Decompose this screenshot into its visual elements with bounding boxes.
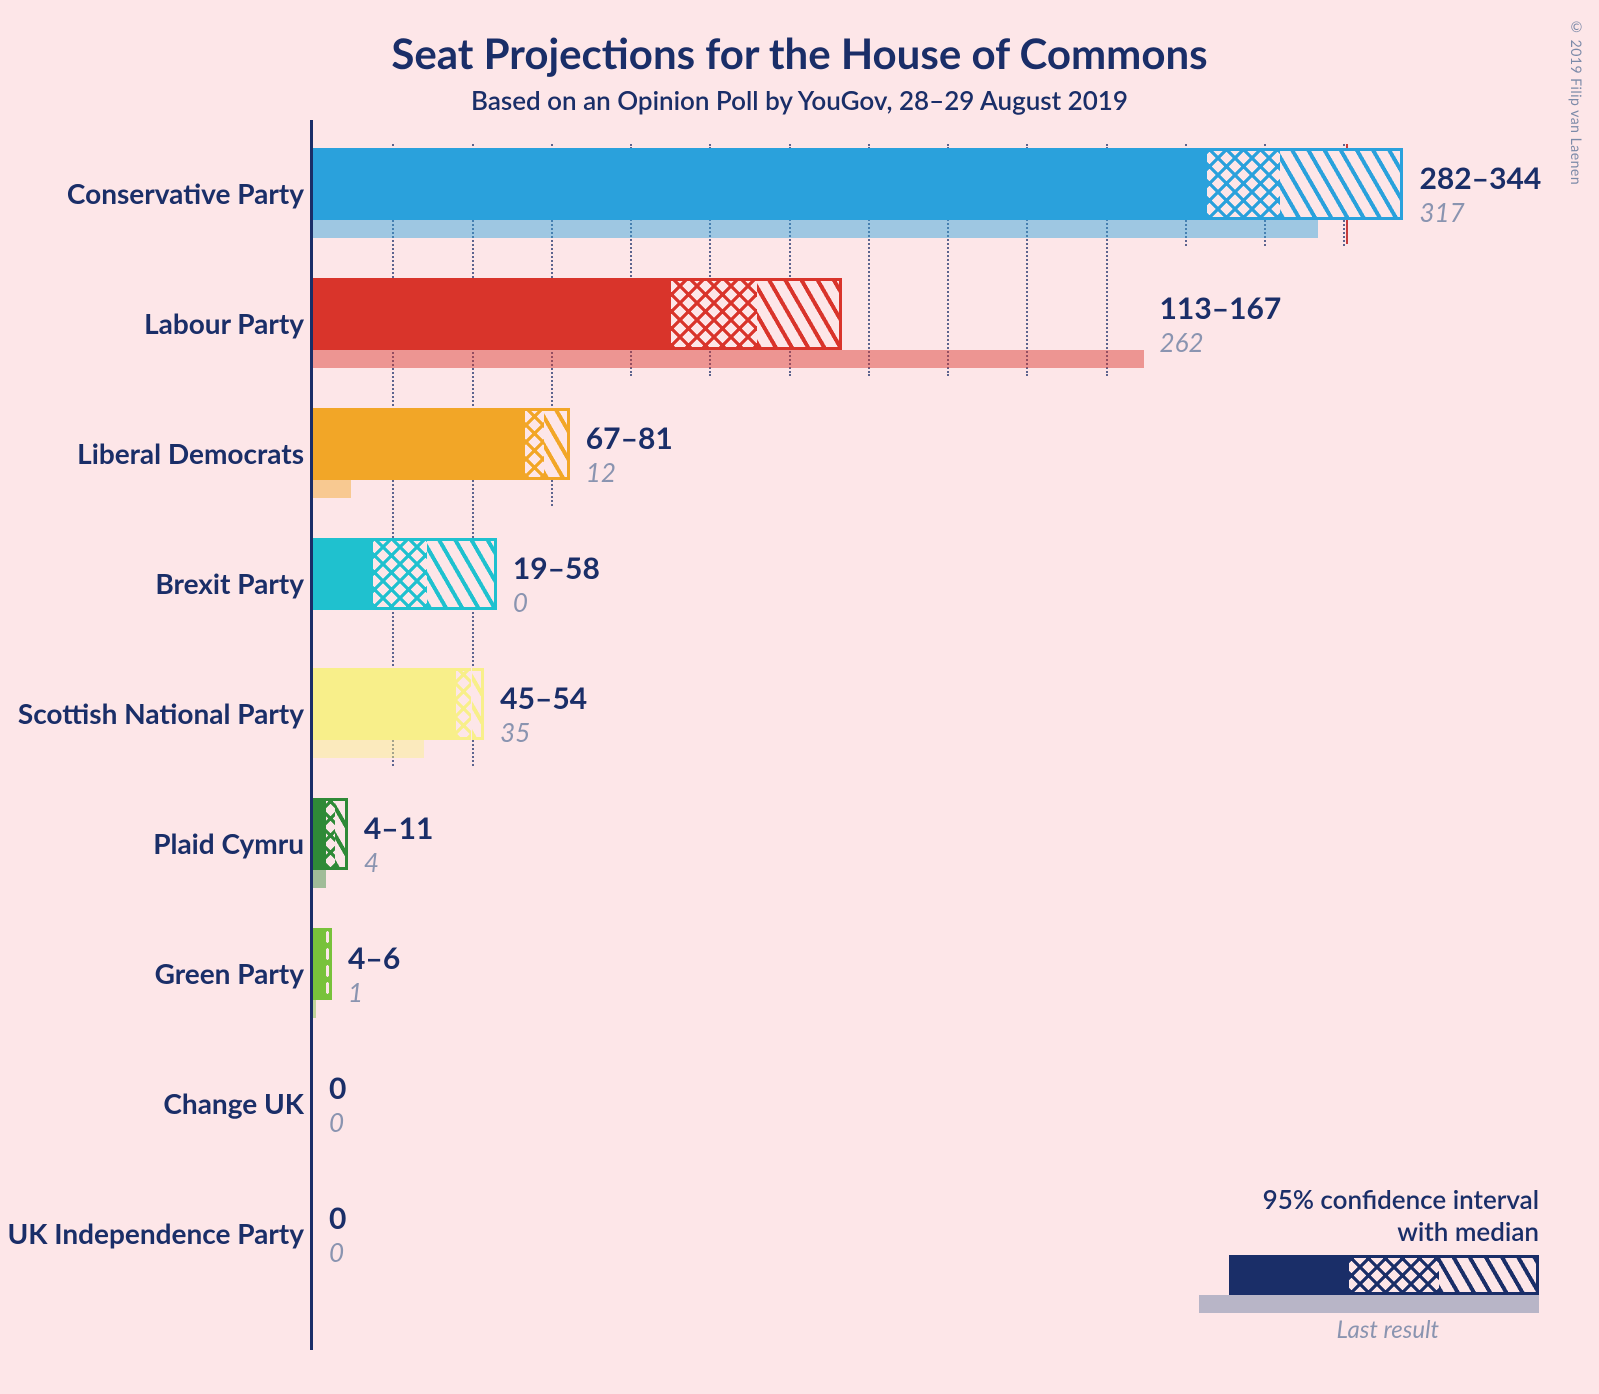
- last-result-bar: [313, 220, 1318, 238]
- range-label: 282–344: [1419, 160, 1541, 196]
- range-label: 4–6: [348, 940, 400, 976]
- legend-ci-line1: 95% confidence interval: [1199, 1183, 1539, 1215]
- party-label: Conservative Party: [67, 176, 304, 210]
- party-row: Brexit Party19–580: [310, 524, 1540, 654]
- party-label: UK Independence Party: [7, 1216, 304, 1250]
- party-row: Conservative Party282–344317: [310, 134, 1540, 264]
- last-result-label: 35: [500, 716, 530, 748]
- range-label: 19–58: [513, 550, 600, 586]
- party-row: Liberal Democrats67–8112: [310, 394, 1540, 524]
- last-result-label: 12: [586, 456, 616, 488]
- last-result-label: 317: [1419, 196, 1464, 228]
- range-label: 4–11: [364, 810, 434, 846]
- copyright-text: © 2019 Filip van Laenen: [1568, 18, 1585, 185]
- projection-bar: [313, 668, 484, 740]
- last-result-label: 0: [329, 1236, 344, 1268]
- range-label: 0: [329, 1200, 346, 1236]
- party-row: Change UK00: [310, 1044, 1540, 1174]
- range-label: 67–81: [586, 420, 673, 456]
- last-result-bar: [313, 350, 1144, 368]
- last-result-bar: [313, 740, 424, 758]
- party-label: Change UK: [163, 1086, 304, 1120]
- chart-plot-area: Conservative Party282–344317Labour Party…: [310, 120, 1540, 1360]
- party-label: Liberal Democrats: [77, 436, 304, 470]
- last-result-bar: [313, 1000, 316, 1018]
- range-label: 0: [329, 1070, 346, 1106]
- last-result-label: 4: [364, 846, 379, 878]
- party-row: Plaid Cymru4–114: [310, 784, 1540, 914]
- last-result-label: 262: [1160, 326, 1204, 358]
- party-label: Scottish National Party: [18, 696, 304, 730]
- legend-last-sample: [1199, 1295, 1539, 1313]
- legend-bar-sample: [1229, 1255, 1539, 1295]
- legend-ci-line2: with median: [1199, 1215, 1539, 1247]
- projection-bar: [313, 928, 332, 1000]
- last-result-label: 0: [513, 586, 528, 618]
- projection-bar: [313, 148, 1403, 220]
- projection-bar: [313, 408, 570, 480]
- party-row: Scottish National Party45–5435: [310, 654, 1540, 784]
- party-row: Green Party4–61: [310, 914, 1540, 1044]
- legend-last-label: Last result: [1199, 1315, 1439, 1344]
- last-result-bar: [313, 480, 351, 498]
- chart-subtitle: Based on an Opinion Poll by YouGov, 28–2…: [0, 84, 1599, 116]
- last-result-bar: [313, 870, 326, 888]
- party-label: Brexit Party: [155, 566, 304, 600]
- chart-title: Seat Projections for the House of Common…: [0, 0, 1599, 78]
- last-result-label: 1: [348, 976, 363, 1008]
- projection-bar: [313, 278, 842, 350]
- legend: 95% confidence interval with median Last…: [1199, 1183, 1539, 1344]
- projection-bar: [313, 538, 497, 610]
- projection-bar: [313, 798, 348, 870]
- party-label: Labour Party: [144, 306, 304, 340]
- party-row: Labour Party113–167262: [310, 264, 1540, 394]
- range-label: 113–167: [1160, 290, 1282, 326]
- party-label: Green Party: [155, 956, 304, 990]
- range-label: 45–54: [500, 680, 587, 716]
- last-result-label: 0: [329, 1106, 344, 1138]
- party-label: Plaid Cymru: [153, 826, 304, 860]
